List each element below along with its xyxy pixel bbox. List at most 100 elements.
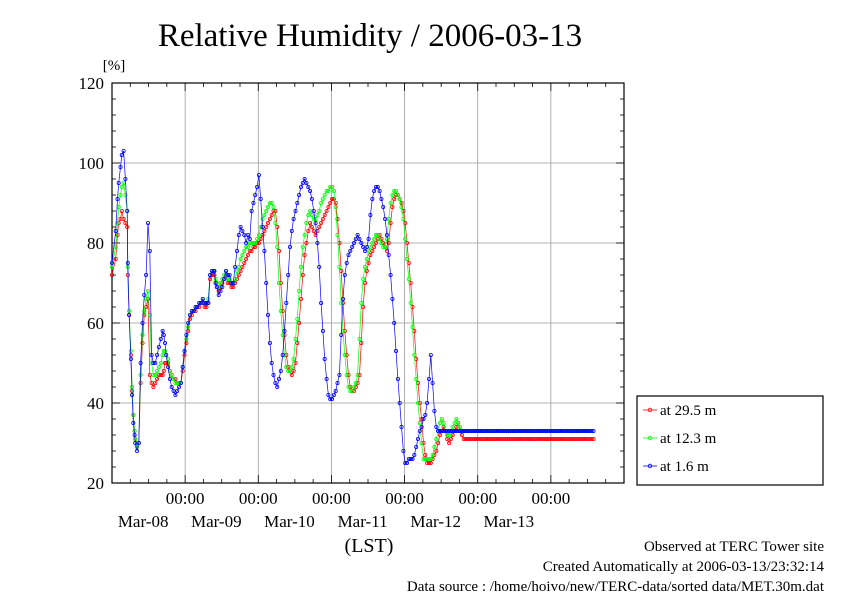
series-1-point-129 — [337, 264, 342, 269]
series-0-point-45 — [186, 328, 191, 333]
series-1-point-83 — [253, 240, 258, 245]
series-1-point-111 — [304, 220, 309, 225]
legend-swatch-marker-0 — [647, 407, 653, 413]
series-0-point-116 — [313, 232, 318, 237]
series-2-point-60 — [212, 268, 217, 273]
series-1-point-135 — [348, 388, 353, 393]
series-1-point-165 — [403, 236, 408, 241]
series-2-point-229 — [520, 428, 525, 433]
series-2-point-25 — [151, 360, 156, 365]
series-0-point-219 — [501, 436, 506, 441]
series-2-point-58 — [209, 268, 214, 273]
series-2-point-22 — [145, 220, 150, 225]
series-2-point-106 — [295, 200, 300, 205]
series-0-point-77 — [242, 260, 247, 265]
y-tick-label-2: 60 — [87, 314, 104, 333]
series-0-point-71 — [231, 284, 236, 289]
series-0-point-158 — [390, 204, 395, 209]
series-1-point-127 — [333, 204, 338, 209]
series-2-point-73 — [234, 248, 239, 253]
series-2-point-41 — [178, 380, 183, 385]
series-0-point-215 — [494, 436, 499, 441]
series-0-point-201 — [468, 436, 473, 441]
series-0-point-189 — [447, 440, 452, 445]
series-2-point-144 — [364, 244, 369, 249]
series-1-point-186 — [441, 420, 446, 425]
series-2-point-211 — [487, 428, 492, 433]
legend-items: at 29.5 m at 12.3 m at 1.6 m — [643, 403, 717, 475]
series-0-point-159 — [392, 196, 397, 201]
chart-title: Relative Humidity / 2006-03-13 — [158, 18, 582, 54]
series-2-point-150 — [375, 184, 380, 189]
series-1-point-104 — [291, 356, 296, 361]
x-tick-time-2: 00:00 — [312, 489, 351, 508]
series-0-point-34 — [166, 360, 171, 365]
series-0-point-90 — [265, 220, 270, 225]
series-1-point-94 — [273, 220, 278, 225]
series-2-point-5 — [119, 152, 124, 157]
series-1-point-122 — [324, 188, 329, 193]
series-1-point-106 — [295, 316, 300, 321]
series-2-point-194 — [456, 428, 461, 433]
series-0-point-202 — [470, 436, 475, 441]
series-0-point-85 — [256, 240, 261, 245]
series-0-point-182 — [434, 448, 439, 453]
series-0-point-244 — [547, 436, 552, 441]
series-1-point-152 — [379, 240, 384, 245]
series-2-point-268 — [591, 428, 596, 433]
series-2-point-33 — [164, 352, 169, 357]
series-2-point-146 — [368, 212, 373, 217]
series-2-point-90 — [265, 312, 270, 317]
x-axis-label: (LST) — [345, 535, 394, 557]
x-tick-date-0: Mar-08 — [118, 512, 169, 531]
series-0-point-176 — [423, 452, 428, 457]
series-0-point-240 — [540, 436, 545, 441]
series-2-point-145 — [366, 236, 371, 241]
x-tick-date-2: Mar-10 — [264, 512, 315, 531]
series-0-point-29 — [158, 372, 163, 377]
series-1-point-167 — [406, 276, 411, 281]
series-2-point-120 — [320, 328, 325, 333]
series-1-point-147 — [370, 240, 375, 245]
series-0-point-46 — [187, 316, 192, 321]
series-2-point-254 — [565, 428, 570, 433]
series-2-point-34 — [166, 364, 171, 369]
series-0-point-208 — [481, 436, 486, 441]
series-0-point-124 — [328, 200, 333, 205]
series-1-point-96 — [276, 280, 281, 285]
series-0-point-243 — [545, 436, 550, 441]
series-2-point-18 — [138, 360, 143, 365]
series-2-point-181 — [432, 408, 437, 413]
y-tick-label-4: 100 — [79, 154, 105, 173]
series-1-point-100 — [284, 364, 289, 369]
series-0-point-267 — [589, 436, 594, 441]
series-0-point-113 — [308, 220, 313, 225]
series-0-point-250 — [558, 436, 563, 441]
series-1-point-154 — [383, 244, 388, 249]
series-1-point-159 — [392, 188, 397, 193]
series-0-point-179 — [428, 460, 433, 465]
series-2-point-125 — [329, 396, 334, 401]
series-2-point-237 — [534, 428, 539, 433]
series-line-0 — [111, 194, 594, 464]
series-0-point-148 — [372, 244, 377, 249]
series-0-point-80 — [247, 248, 252, 253]
legend-swatch-marker-1 — [647, 435, 653, 441]
series-0-point-109 — [300, 272, 305, 277]
series-2-point-0 — [110, 260, 115, 265]
series-0-point-27 — [155, 376, 160, 381]
series-0-point-218 — [500, 436, 505, 441]
series-0-point-92 — [269, 212, 274, 217]
series-1-point-115 — [311, 216, 316, 221]
series-1-point-169 — [410, 324, 415, 329]
series-2-point-139 — [355, 232, 360, 237]
series-1-point-153 — [381, 244, 386, 249]
series-2-point-104 — [291, 216, 296, 221]
series-2-point-29 — [158, 336, 163, 341]
plot-frame — [111, 82, 625, 484]
series-1-point-113 — [308, 208, 313, 213]
series-2-point-20 — [142, 292, 147, 297]
series-2-point-138 — [353, 236, 358, 241]
series-2-point-107 — [297, 192, 302, 197]
series-2-point-209 — [483, 428, 488, 433]
